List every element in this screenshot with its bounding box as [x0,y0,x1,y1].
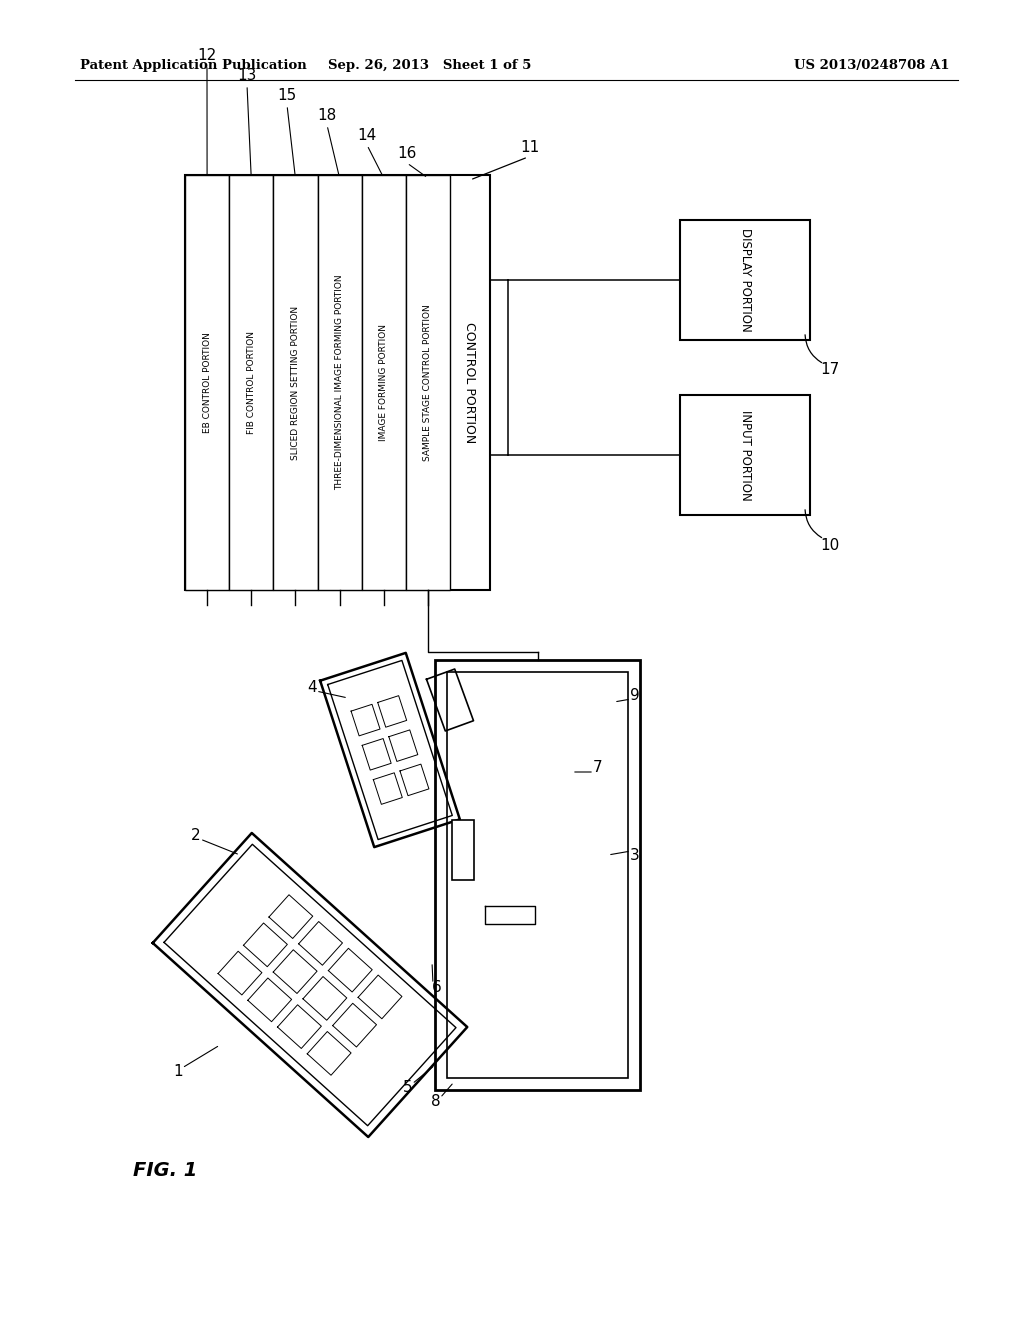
Text: 3: 3 [630,847,640,862]
Text: INPUT PORTION: INPUT PORTION [738,409,752,500]
Text: SLICED REGION SETTING PORTION: SLICED REGION SETTING PORTION [291,305,300,459]
Text: 16: 16 [397,145,417,161]
Text: 5: 5 [403,1081,413,1096]
Text: THREE-DIMENSIONAL IMAGE FORMING PORTION: THREE-DIMENSIONAL IMAGE FORMING PORTION [335,275,344,490]
Bar [273,176,317,590]
Bar [185,176,490,590]
Text: 4: 4 [307,680,316,694]
Text: IMAGE FORMING PORTION: IMAGE FORMING PORTION [379,323,388,441]
Bar [317,176,361,590]
Text: CONTROL PORTION: CONTROL PORTION [464,322,476,444]
Text: SAMPLE STAGE CONTROL PORTION: SAMPLE STAGE CONTROL PORTION [423,304,432,461]
Text: EB CONTROL PORTION: EB CONTROL PORTION [203,333,212,433]
Text: 12: 12 [198,48,217,62]
Text: 6: 6 [432,981,442,995]
Text: 14: 14 [357,128,377,143]
Text: 11: 11 [520,140,540,154]
Text: FIB CONTROL PORTION: FIB CONTROL PORTION [247,331,256,434]
Text: FIG. 1: FIG. 1 [133,1160,198,1180]
Text: 15: 15 [278,87,297,103]
Text: 13: 13 [238,67,257,82]
Bar [229,176,273,590]
Text: US 2013/0248708 A1: US 2013/0248708 A1 [795,58,950,71]
Text: 10: 10 [820,537,840,553]
Text: Patent Application Publication: Patent Application Publication [80,58,307,71]
Bar [185,176,229,590]
Bar [447,672,628,1078]
Text: 17: 17 [820,363,840,378]
Text: 1: 1 [173,1064,183,1080]
Text: 18: 18 [317,107,337,123]
Bar [435,660,640,1090]
Bar [452,820,474,880]
Text: 9: 9 [630,688,640,702]
Bar [361,176,406,590]
Bar [680,220,810,341]
Text: Sep. 26, 2013   Sheet 1 of 5: Sep. 26, 2013 Sheet 1 of 5 [329,58,531,71]
Text: 2: 2 [191,828,201,842]
Bar [406,176,450,590]
Bar [680,395,810,515]
Text: 7: 7 [593,760,603,776]
Text: 8: 8 [431,1094,440,1110]
Text: DISPLAY PORTION: DISPLAY PORTION [738,228,752,331]
